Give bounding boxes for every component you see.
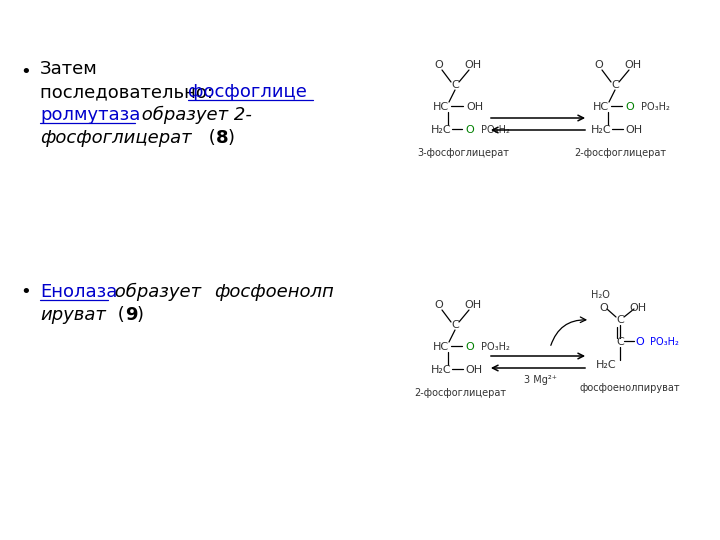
Text: H₂C: H₂C bbox=[590, 125, 611, 135]
Text: H₂C: H₂C bbox=[595, 360, 616, 370]
Text: HC: HC bbox=[593, 102, 609, 112]
Text: HC: HC bbox=[433, 342, 449, 352]
Text: образует 2-: образует 2- bbox=[136, 106, 252, 124]
Text: O: O bbox=[626, 102, 634, 112]
Text: ируват: ируват bbox=[40, 306, 106, 324]
Text: H₂C: H₂C bbox=[431, 125, 451, 135]
Text: 2-фосфоглицерат: 2-фосфоглицерат bbox=[574, 148, 666, 158]
Text: H₂C: H₂C bbox=[431, 365, 451, 375]
Text: •: • bbox=[20, 283, 31, 301]
Text: C: C bbox=[616, 315, 624, 325]
Text: PO₃H₂: PO₃H₂ bbox=[649, 337, 678, 347]
Text: Енолаза: Енолаза bbox=[40, 283, 117, 301]
Text: C: C bbox=[451, 80, 459, 90]
Text: 8: 8 bbox=[216, 129, 229, 147]
Text: (: ( bbox=[112, 306, 125, 324]
Text: 2-фосфоглицерат: 2-фосфоглицерат bbox=[414, 388, 506, 398]
Text: 3-фосфоглицерат: 3-фосфоглицерат bbox=[417, 148, 509, 158]
Text: O: O bbox=[600, 303, 608, 313]
Text: PO₃H₂: PO₃H₂ bbox=[480, 342, 510, 352]
Text: Затем: Затем bbox=[40, 60, 98, 78]
Text: последовательно:: последовательно: bbox=[40, 83, 219, 101]
Text: OH: OH bbox=[629, 303, 647, 313]
Text: фосфоглице: фосфоглице bbox=[188, 83, 307, 101]
Text: (: ( bbox=[203, 129, 216, 147]
Text: O: O bbox=[466, 125, 474, 135]
Text: OH: OH bbox=[624, 60, 642, 70]
Text: фосфоенолп: фосфоенолп bbox=[214, 283, 334, 301]
Text: OH: OH bbox=[464, 60, 482, 70]
Text: 3 Mg²⁺: 3 Mg²⁺ bbox=[523, 375, 557, 385]
Text: HC: HC bbox=[433, 102, 449, 112]
Text: OH: OH bbox=[464, 300, 482, 310]
Text: C: C bbox=[611, 80, 619, 90]
Text: O: O bbox=[636, 337, 644, 347]
Text: OH: OH bbox=[626, 125, 642, 135]
Text: H₂O: H₂O bbox=[590, 290, 609, 300]
Text: ролмутаза: ролмутаза bbox=[40, 106, 140, 124]
Text: образует: образует bbox=[109, 283, 207, 301]
Text: PO₃H₂: PO₃H₂ bbox=[480, 125, 510, 135]
Text: 9: 9 bbox=[125, 306, 138, 324]
Text: O: O bbox=[466, 342, 474, 352]
Text: C: C bbox=[451, 320, 459, 330]
Text: OH: OH bbox=[467, 102, 484, 112]
Text: O: O bbox=[435, 60, 444, 70]
Text: фосфоглицерат: фосфоглицерат bbox=[40, 129, 192, 147]
Text: ): ) bbox=[137, 306, 144, 324]
Text: PO₃H₂: PO₃H₂ bbox=[641, 102, 670, 112]
Text: фосфоенолпируват: фосфоенолпируват bbox=[580, 383, 680, 393]
Text: C: C bbox=[616, 337, 624, 347]
Text: •: • bbox=[20, 63, 31, 81]
Text: OH: OH bbox=[465, 365, 482, 375]
Text: ): ) bbox=[228, 129, 235, 147]
Text: O: O bbox=[435, 300, 444, 310]
Text: O: O bbox=[595, 60, 603, 70]
